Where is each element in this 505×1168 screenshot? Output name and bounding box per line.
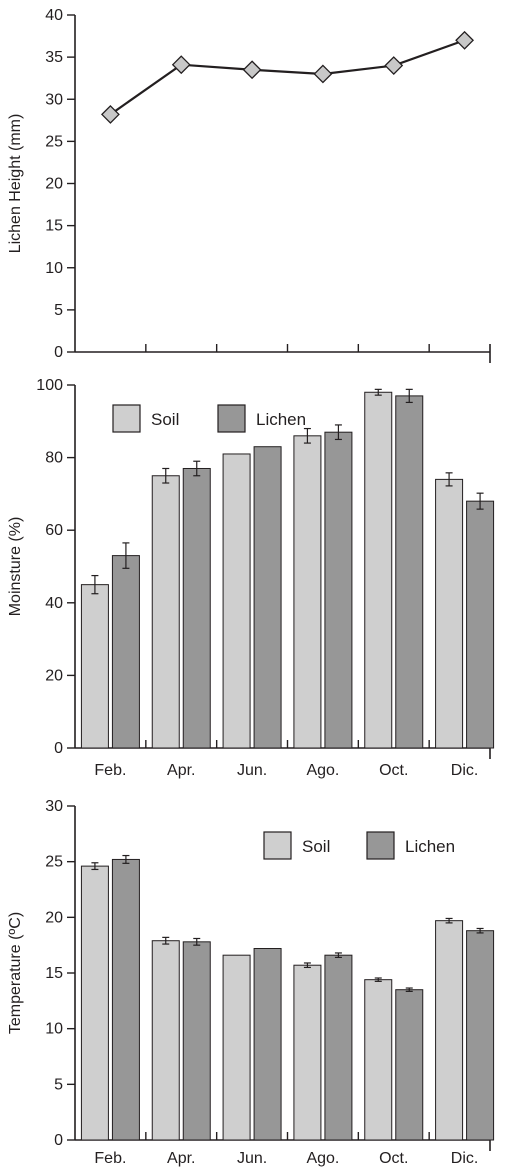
y-tick-label: 0: [54, 740, 63, 757]
bar-soil: [293, 435, 322, 749]
y-tick-label: 20: [45, 176, 63, 193]
y-tick-label: 0: [54, 344, 63, 361]
y-tick-label: 80: [45, 450, 63, 467]
bar-soil: [293, 964, 322, 1141]
x-tick-label: Oct.: [379, 762, 408, 779]
bar-lichen: [395, 989, 424, 1141]
y-tick-label: 30: [45, 91, 63, 108]
legend-swatch-lichen: [366, 831, 395, 860]
bar-lichen: [182, 941, 211, 1141]
height-point-marker: [455, 30, 475, 50]
bar-lichen: [324, 431, 353, 749]
bar-soil: [222, 954, 251, 1141]
bar-soil: [364, 391, 393, 749]
x-tick-label: Feb.: [94, 1150, 126, 1167]
bar-lichen: [466, 500, 495, 749]
y-tick-label: 0: [54, 1132, 63, 1149]
y-tick-label: 15: [45, 218, 63, 235]
y-tick-label: 40: [45, 7, 63, 24]
legend-label-soil: Soil: [151, 410, 179, 429]
y-tick-label: 5: [54, 302, 63, 319]
bar-lichen: [395, 395, 424, 749]
legend-label-soil: Soil: [302, 837, 330, 856]
height-point-marker: [171, 55, 191, 75]
y-tick-label: 35: [45, 49, 63, 66]
legend: Soil Lichen: [263, 831, 455, 860]
y-tick-label: 100: [36, 377, 63, 394]
bar-lichen: [253, 446, 282, 749]
height-point-marker: [384, 56, 404, 75]
bar-soil: [80, 584, 109, 749]
bar-soil: [151, 475, 180, 749]
y-tick-label: 20: [45, 909, 63, 926]
bar-lichen: [111, 858, 140, 1141]
bar-soil: [364, 979, 393, 1141]
x-tick-label: Oct.: [379, 1150, 408, 1167]
height-point-marker: [242, 60, 262, 80]
y-tick-label: 15: [45, 965, 63, 982]
height-series-line: [109, 39, 465, 116]
y-axis-label: Lichen Height (mm): [7, 114, 24, 254]
bar-lichen: [253, 948, 282, 1141]
bar-soil: [151, 940, 180, 1141]
y-tick-label: 40: [45, 595, 63, 612]
bar-lichen: [466, 930, 495, 1141]
height-point-marker: [100, 104, 120, 124]
temperature-bar-chart: 0 5 10 15 20 25 30 Feb. Apr. Jun. Ago. Oct. Dic. Temp…: [7, 798, 495, 1167]
y-tick-label: 60: [45, 522, 63, 539]
legend: Soil Lichen: [112, 404, 306, 433]
x-tick-label: Ago.: [306, 1150, 339, 1167]
legend-label-lichen: Lichen: [256, 410, 306, 429]
x-tick-label: Jun.: [237, 1150, 267, 1167]
y-tick-label: 30: [45, 798, 63, 815]
height-line-chart: 0 5 10 15 20 25 30 35 40 Lichen Height (mm): [7, 7, 491, 363]
y-tick-label: 10: [45, 260, 63, 277]
y-axis-label: Moinsture (%): [7, 517, 24, 617]
y-tick-label: 5: [54, 1076, 63, 1093]
bar-soil: [435, 478, 464, 749]
bar-lichen: [324, 954, 353, 1141]
bar-lichen: [182, 467, 211, 749]
x-tick-label: Dic.: [451, 1150, 479, 1167]
bar-soil: [80, 865, 109, 1141]
y-tick-label: 10: [45, 1021, 63, 1038]
x-tick-label: Apr.: [167, 1150, 195, 1167]
bar-soil: [222, 453, 251, 749]
y-tick-label: 20: [45, 667, 63, 684]
x-tick-label: Dic.: [451, 762, 479, 779]
y-tick-label: 25: [45, 854, 63, 871]
height-point-marker: [313, 64, 333, 84]
y-tick-label: 25: [45, 133, 63, 150]
y-axis-label: Temperature (ºC): [7, 912, 24, 1034]
legend-swatch-soil: [263, 831, 292, 860]
legend-swatch-soil: [112, 404, 141, 433]
x-tick-label: Jun.: [237, 762, 267, 779]
x-tick-label: Ago.: [306, 762, 339, 779]
x-tick-label: Feb.: [94, 762, 126, 779]
bar-soil: [435, 920, 464, 1141]
bar-lichen: [111, 555, 140, 749]
moisture-bar-chart: 0 20 40 60 80 100 Feb. Apr. Jun. Ago. Oct. Dic. Moin…: [7, 377, 495, 779]
legend-swatch-lichen: [217, 404, 246, 433]
legend-label-lichen: Lichen: [405, 837, 455, 856]
x-tick-label: Apr.: [167, 762, 195, 779]
